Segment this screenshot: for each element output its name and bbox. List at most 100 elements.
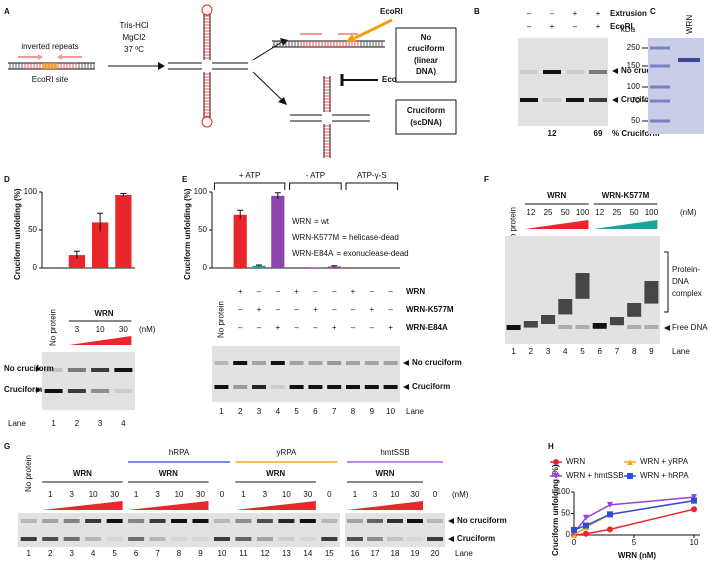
label: 50 [561, 208, 570, 217]
point [691, 497, 697, 504]
panel-label: E [182, 175, 188, 184]
pointer [403, 384, 409, 390]
band [214, 385, 229, 389]
series-line [573, 499, 695, 536]
panel-label: H [548, 442, 554, 451]
loop [201, 4, 213, 16]
label: (nM) [452, 490, 469, 499]
error-bar [274, 192, 281, 199]
label: 30 [411, 490, 420, 499]
bar [91, 222, 109, 268]
label: Cruciform [412, 382, 450, 391]
band [42, 519, 59, 523]
label: 5 [112, 549, 117, 558]
point [571, 526, 577, 533]
band [321, 537, 338, 541]
label: – [527, 9, 532, 18]
label: 9 [649, 347, 654, 356]
label: WRN-E84A [406, 323, 448, 332]
panel-label: A [4, 7, 10, 16]
label: DNA [672, 277, 690, 286]
bar [233, 214, 247, 268]
band [192, 537, 209, 541]
band [506, 325, 521, 330]
y-tick-label: 100 [194, 187, 208, 196]
label: 8 [632, 347, 637, 356]
band [171, 519, 188, 523]
label: (scDNA) [410, 118, 442, 127]
label: 1 [219, 407, 224, 416]
label: inverted repeats [21, 42, 78, 51]
band [644, 281, 659, 304]
label: – [370, 323, 375, 332]
error-bar [256, 264, 262, 267]
band [327, 361, 342, 365]
point [583, 530, 589, 537]
label: No cruciform [621, 66, 671, 75]
label: 100 [627, 82, 641, 91]
label: 6 [313, 407, 318, 416]
line [252, 41, 283, 61]
band [20, 537, 37, 541]
line [252, 71, 283, 101]
label: 37 ºC [124, 45, 144, 54]
pointer [36, 366, 41, 372]
label: EcoRI site [32, 75, 69, 84]
label: – [257, 323, 262, 332]
error-bar [331, 265, 338, 268]
label: WRN [94, 309, 113, 318]
label: % Cruciform [612, 129, 660, 138]
label: 10 [391, 490, 400, 499]
label: 150 [627, 61, 641, 70]
label: + [573, 9, 578, 18]
label: No cruciform [412, 358, 462, 367]
label: – [313, 323, 318, 332]
ecori-site [43, 63, 57, 69]
panel-label: C [650, 7, 656, 16]
label: 3 [75, 325, 80, 334]
legend-name: WRN [292, 217, 311, 226]
label: Lane [672, 347, 690, 356]
pointer [448, 536, 454, 542]
label: + [596, 22, 601, 31]
group-bracket [289, 182, 342, 190]
label: 2 [529, 347, 534, 356]
band [289, 385, 304, 389]
label: 30 [196, 490, 205, 499]
label: No cruciform [457, 516, 507, 525]
label: 10 [282, 490, 291, 499]
band [44, 368, 63, 372]
label: 3 [263, 490, 268, 499]
label: 1 [353, 490, 358, 499]
legend-label: WRN + hmtSSB [566, 471, 624, 480]
label: hmtSSB [380, 448, 409, 457]
label: EcoRI [610, 22, 633, 31]
marker-band [650, 99, 670, 103]
label: 13 [282, 549, 291, 558]
legend-name: WRN-K577M [292, 233, 339, 242]
label: 19 [411, 549, 420, 558]
label: – [550, 9, 555, 18]
label: 1 [134, 490, 139, 499]
band [128, 519, 145, 523]
label: Free DNA [672, 323, 708, 332]
legend-name: WRN-E84A [292, 249, 334, 258]
band [106, 537, 123, 541]
point [691, 494, 697, 501]
series-line [573, 508, 695, 536]
wedge [68, 336, 132, 345]
y-tick-label: 100 [24, 187, 38, 196]
label: – [573, 22, 578, 31]
point [583, 522, 589, 529]
label: 17 [371, 549, 380, 558]
band [589, 98, 607, 102]
label: (nM) [680, 208, 697, 217]
arrow-head [158, 62, 165, 70]
label: 100 [645, 208, 659, 217]
label: Extrusion [610, 9, 647, 18]
point [691, 506, 697, 513]
label: 3 [155, 490, 160, 499]
label: 11 [239, 549, 248, 558]
point [607, 511, 613, 518]
label: yRPA [276, 448, 297, 457]
